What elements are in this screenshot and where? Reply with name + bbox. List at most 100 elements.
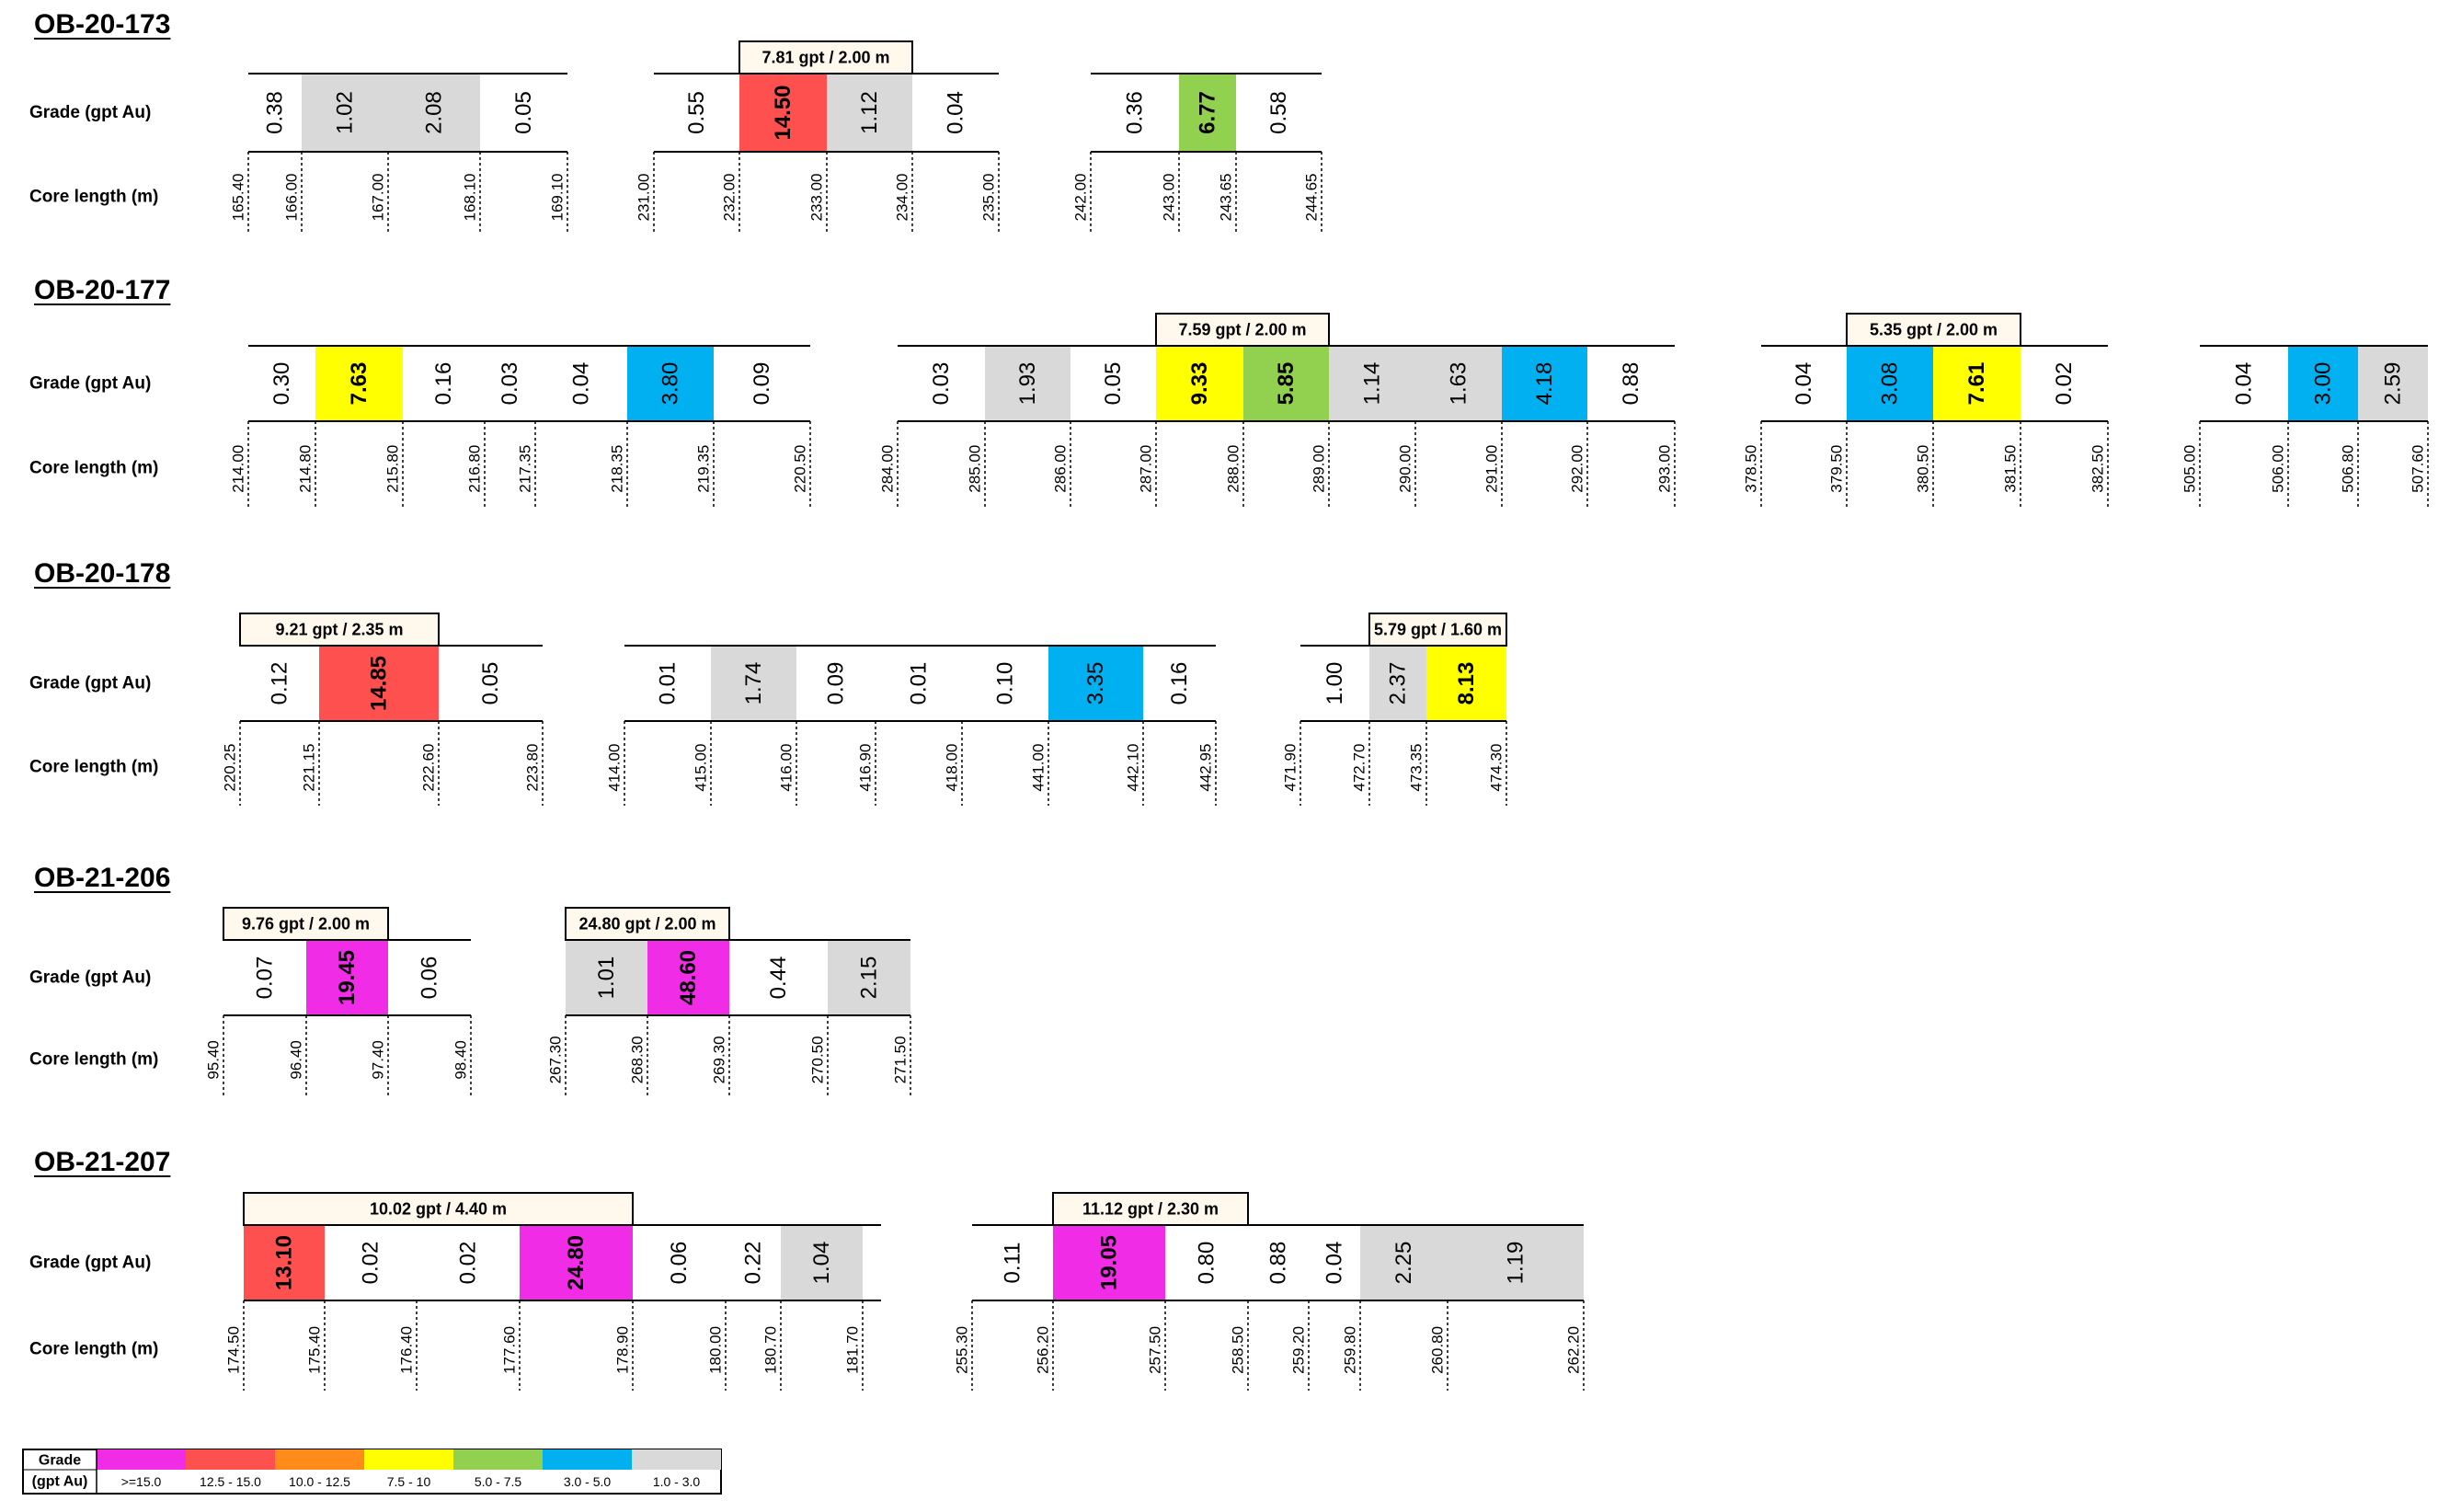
depth-label: 216.80 xyxy=(466,445,484,493)
grade-value: 0.05 xyxy=(1101,362,1126,406)
grade-value: 0.16 xyxy=(1167,662,1192,705)
depth-label: 231.00 xyxy=(635,174,653,222)
hole-title: OB-21-206 xyxy=(34,863,170,893)
grade-value: 14.85 xyxy=(367,656,392,711)
grade-value: 1.19 xyxy=(1504,1242,1528,1285)
grade-cell-fill xyxy=(1933,346,2021,421)
grade-value: 2.08 xyxy=(422,91,447,134)
grade-value: 0.36 xyxy=(1123,91,1148,134)
depth-label: 180.70 xyxy=(762,1326,780,1374)
interval-label: 9.76 gpt / 2.00 m xyxy=(242,915,370,934)
grade-cell-fill xyxy=(1369,646,1426,721)
grade-value: 1.63 xyxy=(1447,362,1471,406)
depth-label: 255.30 xyxy=(954,1326,971,1374)
depth-label: 169.10 xyxy=(549,174,567,222)
hole-ob-20-177: OB-20-177 Grade (gpt Au) Core length (m) 0.… xyxy=(29,275,2429,508)
hole-ob-21-207: OB-21-207 Grade (gpt Au) Core length (m) 13… xyxy=(29,1147,1585,1391)
grade-value: 14.50 xyxy=(771,85,796,140)
grade-value: 8.13 xyxy=(1454,662,1479,705)
grade-value: 19.05 xyxy=(1097,1235,1122,1290)
grade-cell-fill xyxy=(566,940,647,1015)
assay-segment: 0.11 19.05 0.80 0.88 0.04 2.25 1.19 255.30 256.2… xyxy=(954,1192,1585,1391)
grade-cell-fill xyxy=(1847,346,1933,421)
grade-value: 0.04 xyxy=(944,91,968,134)
legend-range-label: 12.5 - 15.0 xyxy=(200,1474,261,1489)
depth-label: 381.50 xyxy=(2002,445,2020,493)
depth-label: 96.40 xyxy=(288,1040,305,1080)
legend-range-label: >=15.0 xyxy=(121,1474,162,1489)
depth-label: 506.80 xyxy=(2340,445,2357,493)
grade-cell-fill xyxy=(827,74,912,152)
grade-value: 4.18 xyxy=(1532,362,1557,406)
grade-value: 0.09 xyxy=(750,362,774,406)
depth-label: 242.00 xyxy=(1072,174,1090,222)
grade-value: 1.14 xyxy=(1360,362,1385,406)
legend-range-label: 7.5 - 10 xyxy=(387,1474,431,1489)
grade-value: 0.10 xyxy=(993,662,1018,705)
depth-label: 382.50 xyxy=(2089,445,2107,493)
depth-label: 219.35 xyxy=(695,445,713,493)
grade-cell-fill xyxy=(520,1225,633,1300)
grade-value: 1.02 xyxy=(333,91,358,134)
grade-row-label: Grade (gpt Au) xyxy=(29,374,151,394)
depth-label: 286.00 xyxy=(1052,445,1070,493)
depth-label: 233.00 xyxy=(808,174,826,222)
depth-label: 269.30 xyxy=(711,1036,728,1083)
depth-label: 97.40 xyxy=(370,1040,387,1080)
grade-row-label: Grade (gpt Au) xyxy=(29,103,151,122)
legend-subtitle: (gpt Au) xyxy=(32,1474,88,1490)
grade-value: 0.03 xyxy=(498,362,522,406)
grade-value: 24.80 xyxy=(564,1235,589,1290)
assay-segment: 0.30 7.63 0.16 0.03 0.04 3.80 0.09 214.00 214.80… xyxy=(230,345,811,508)
depth-label: 258.50 xyxy=(1230,1326,1247,1374)
grade-row-label: Grade (gpt Au) xyxy=(29,968,151,988)
core-length-row-label: Core length (m) xyxy=(29,758,158,777)
grade-value: 0.12 xyxy=(268,662,292,705)
grade-cell-fill xyxy=(1329,346,1415,421)
depth-label: 506.00 xyxy=(2270,445,2287,493)
legend-range-label: 5.0 - 7.5 xyxy=(475,1474,522,1489)
grade-cell-fill xyxy=(244,1225,325,1300)
legend-swatch xyxy=(275,1449,364,1470)
grade-value: 3.08 xyxy=(1878,362,1903,406)
depth-label: 257.50 xyxy=(1147,1326,1164,1374)
interval-box xyxy=(565,907,730,941)
interval-label: 24.80 gpt / 2.00 m xyxy=(578,915,716,934)
grade-value: 0.30 xyxy=(269,362,294,406)
depth-label: 474.30 xyxy=(1488,744,1505,792)
interval-label: 10.02 gpt / 4.40 m xyxy=(370,1200,507,1219)
grade-value: 0.05 xyxy=(511,91,536,134)
depth-label: 243.00 xyxy=(1161,174,1178,222)
depth-label: 165.40 xyxy=(230,174,247,222)
assay-segment: 0.55 14.50 1.12 0.04 231.00 232.00 233.00 234.0… xyxy=(635,40,1000,235)
grade-value: 48.60 xyxy=(676,950,701,1005)
grade-value: 5.85 xyxy=(1274,362,1299,406)
legend-swatch xyxy=(186,1449,275,1470)
depth-label: 415.00 xyxy=(693,744,710,792)
depth-label: 223.80 xyxy=(524,744,542,792)
depth-label: 284.00 xyxy=(879,445,897,493)
grade-cell-fill xyxy=(1048,646,1143,721)
legend-swatch xyxy=(543,1449,632,1470)
grade-value: 0.09 xyxy=(824,662,849,705)
grade-cell-fill xyxy=(1426,646,1506,721)
grade-value: 0.04 xyxy=(1322,1242,1347,1285)
depth-label: 243.65 xyxy=(1218,174,1235,222)
depth-label: 232.00 xyxy=(721,174,738,222)
depth-label: 441.00 xyxy=(1030,744,1048,792)
depth-label: 473.35 xyxy=(1408,744,1425,792)
depth-label: 166.00 xyxy=(283,174,301,222)
grade-value: 7.63 xyxy=(347,362,372,406)
grade-value: 0.03 xyxy=(929,362,954,406)
depth-label: 288.00 xyxy=(1225,445,1242,493)
grade-value: 6.77 xyxy=(1196,91,1220,134)
grade-value: 0.01 xyxy=(656,662,681,705)
depth-label: 442.95 xyxy=(1197,744,1215,792)
depth-label: 222.60 xyxy=(420,744,438,792)
interval-label: 5.79 gpt / 1.60 m xyxy=(1374,621,1502,639)
depth-label: 267.30 xyxy=(547,1036,565,1083)
grade-value: 3.35 xyxy=(1083,662,1108,705)
grade-value: 13.10 xyxy=(272,1235,297,1290)
depth-label: 416.00 xyxy=(778,744,796,792)
